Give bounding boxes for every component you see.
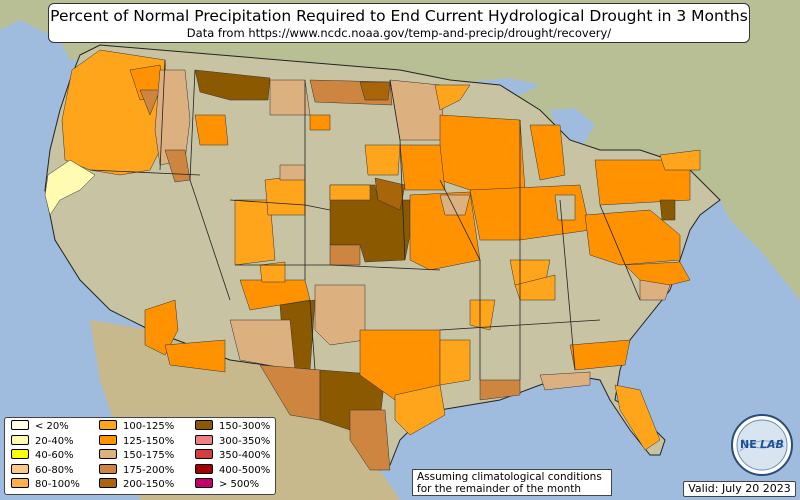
legend-label: 125-150% xyxy=(123,435,175,447)
region-ny-east xyxy=(659,149,701,171)
legend-label: 80-100% xyxy=(35,479,80,490)
legend-item: > 500% xyxy=(195,478,260,491)
legend-label: 175-200% xyxy=(123,464,175,476)
legend-label: > 500% xyxy=(219,479,260,490)
canada-land xyxy=(0,0,800,300)
legend-label: 150-175% xyxy=(123,450,175,461)
legend-swatch xyxy=(99,463,117,474)
region-wy-east xyxy=(279,164,306,181)
legend-label: 350-400% xyxy=(219,450,271,461)
region-la xyxy=(439,339,471,386)
logo-text-lab: LAB xyxy=(760,438,784,451)
region-mt-sw xyxy=(194,114,229,146)
legend-item: 80-100% xyxy=(11,478,80,491)
legend-swatch xyxy=(11,463,29,474)
legend-swatch xyxy=(195,478,213,488)
legend-item: 100-125% xyxy=(99,420,175,433)
assumption-note: Assuming climatological conditions for t… xyxy=(412,469,612,496)
region-wy-south xyxy=(264,174,306,216)
state-borders xyxy=(89,59,641,380)
region-oh-gap xyxy=(554,194,576,221)
legend-item: 300-350% xyxy=(195,434,271,448)
legend-item: 40-60% xyxy=(11,449,74,462)
region-ca-north xyxy=(44,159,96,216)
region-tx-coast xyxy=(394,384,446,436)
legend-swatch xyxy=(11,434,29,445)
region-az-west xyxy=(144,299,179,356)
legend-swatch xyxy=(195,434,213,445)
note-line-1: Assuming climatological conditions xyxy=(417,471,602,483)
note-line-2: for the remainder of the month xyxy=(417,483,582,495)
region-mt-east xyxy=(269,79,311,116)
region-ne-se xyxy=(374,177,406,211)
legend-label: 100-125% xyxy=(123,421,175,432)
region-ok-west xyxy=(314,284,366,346)
region-sc xyxy=(639,279,671,301)
map-title: Percent of Normal Precipitation Required… xyxy=(50,7,748,25)
legend-label: 300-350% xyxy=(219,435,271,447)
legend-swatch xyxy=(195,449,213,459)
region-tx-south xyxy=(349,409,391,471)
region-la-coast xyxy=(479,379,521,401)
legend-swatch xyxy=(11,420,29,430)
legend-item: 175-200% xyxy=(99,463,175,477)
legend-label: 150-300% xyxy=(219,421,271,432)
legend-item: < 20% xyxy=(11,420,69,433)
legend-label: 200-150% xyxy=(123,479,175,490)
region-wi-il xyxy=(439,114,526,191)
legend-swatch xyxy=(99,434,117,445)
map-subtitle: Data from https://www.ncdc.noaa.gov/temp… xyxy=(186,26,612,40)
legend-item: 150-175% xyxy=(99,449,175,462)
region-ms xyxy=(469,299,496,331)
region-mn-ne xyxy=(434,84,471,111)
region-michigan xyxy=(529,124,566,181)
legend-item: 150-300% xyxy=(195,420,271,433)
legend-item: 60-80% xyxy=(11,463,74,477)
legend-swatch xyxy=(99,449,117,459)
region-sd-west xyxy=(309,114,331,131)
region-mo-north xyxy=(439,194,471,216)
legend-swatch xyxy=(195,420,213,430)
legend-label: < 20% xyxy=(35,421,69,432)
region-tn-mid xyxy=(514,274,556,301)
region-pa-ny xyxy=(594,159,691,206)
region-iowa xyxy=(399,144,446,191)
legend-label: 400-500% xyxy=(219,464,271,476)
region-md xyxy=(659,199,676,221)
legend-label: 40-60% xyxy=(35,450,74,461)
legend-swatch xyxy=(11,449,29,459)
legend-swatch xyxy=(11,478,29,488)
legend-item: 125-150% xyxy=(99,434,175,448)
region-ne-west xyxy=(329,184,371,201)
nexlab-logo: NE LAB xyxy=(731,414,793,476)
legend-item: 20-40% xyxy=(11,434,74,448)
region-montana xyxy=(194,69,271,101)
legend-label: 60-80% xyxy=(35,464,74,476)
region-ga xyxy=(569,339,631,371)
legend-swatch xyxy=(99,420,117,430)
legend-item: 200-150% xyxy=(99,478,175,491)
legend-item: 400-500% xyxy=(195,463,271,477)
region-ne-east xyxy=(364,144,401,176)
legend-label: 20-40% xyxy=(35,435,74,447)
region-fl xyxy=(614,384,661,451)
legend: < 20% 20-40% 40-60% 60-80% 80-100% 100-125% 12… xyxy=(4,417,276,495)
legend-swatch xyxy=(195,463,213,474)
region-ok-panhandle xyxy=(329,244,361,266)
region-nm-nw xyxy=(259,261,286,283)
region-az-south xyxy=(164,339,226,373)
region-wa-east xyxy=(139,89,161,116)
region-nd-east xyxy=(359,81,391,101)
region-utah xyxy=(234,199,276,266)
logo-text-ne: NE xyxy=(740,438,757,451)
legend-swatch xyxy=(99,478,117,488)
valid-date: Valid: July 20 2023 xyxy=(683,481,796,497)
region-fl-panhandle xyxy=(539,371,591,391)
legend-item: 350-400% xyxy=(195,449,271,462)
region-va xyxy=(584,209,681,266)
title-box: Percent of Normal Precipitation Required… xyxy=(48,3,750,43)
